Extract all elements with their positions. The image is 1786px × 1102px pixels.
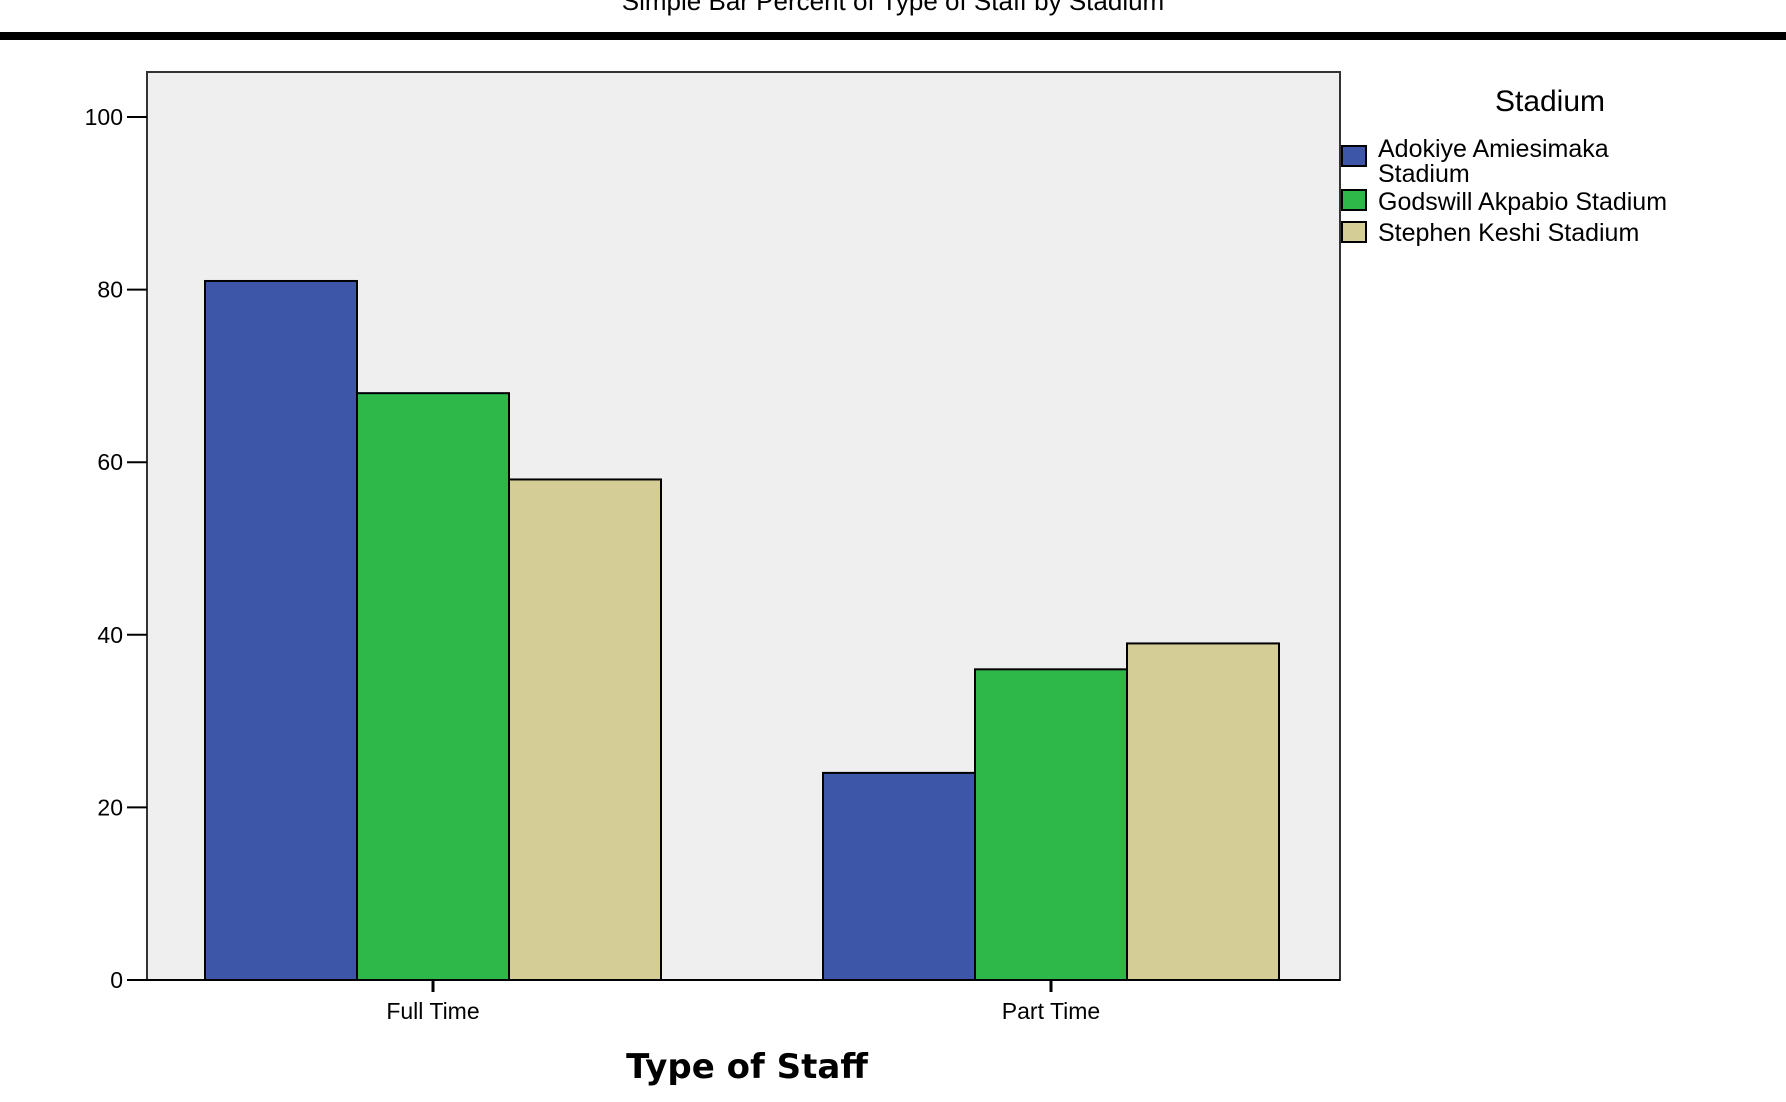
y-tick-label: 0 xyxy=(110,967,123,993)
bar-2-1 xyxy=(356,392,510,982)
bar-1-2 xyxy=(822,771,976,981)
bar-2-2 xyxy=(974,668,1128,981)
legend-label-2: Godswill Akpabio Stadium xyxy=(1378,188,1667,216)
x-axis-title: Type of Staff xyxy=(626,1047,868,1087)
y-tick-label: 80 xyxy=(97,277,123,303)
chart-title-cut-off: Simple Bar Percent of Type of Staff by S… xyxy=(621,0,1165,16)
x-axis: Full Time Part Time xyxy=(147,979,1340,1024)
x-tick-label: Part Time xyxy=(1002,998,1100,1024)
legend-label-3: Stephen Keshi Stadium xyxy=(1378,219,1639,247)
legend: Stadium Adokiye AmiesimakaStadiumGodswil… xyxy=(1341,85,1667,247)
bars-group xyxy=(204,279,1280,982)
legend-title: Stadium xyxy=(1495,85,1605,118)
x-tick-label: Full Time xyxy=(386,998,479,1024)
bar-1-1 xyxy=(204,279,358,982)
legend-swatch-3 xyxy=(1341,221,1367,243)
legend-label-1: Adokiye Amiesimaka xyxy=(1378,135,1609,163)
bar-3-1 xyxy=(508,478,662,981)
legend-swatch-1 xyxy=(1341,145,1367,167)
bar-3-2 xyxy=(1126,642,1280,981)
legend-label-1: Stadium xyxy=(1378,160,1470,188)
y-tick-label: 40 xyxy=(97,622,123,648)
y-tick-label: 60 xyxy=(97,449,123,475)
y-tick-label: 100 xyxy=(85,104,123,130)
top-divider xyxy=(0,32,1786,40)
y-tick-label: 20 xyxy=(97,794,123,820)
legend-swatch-2 xyxy=(1341,189,1367,211)
y-axis: 0 20 40 60 80 100 xyxy=(85,104,147,993)
